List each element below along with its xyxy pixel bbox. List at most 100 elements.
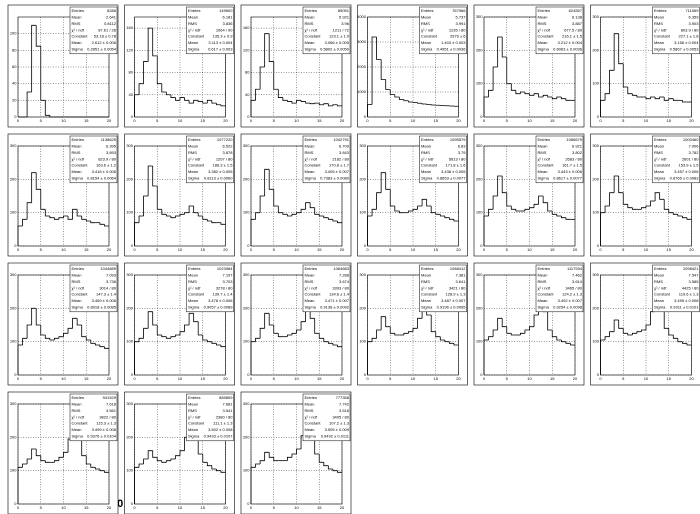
x-tick-label: 5 (156, 118, 159, 123)
y-tick-label: 100 (476, 81, 483, 86)
y-tick-label: 300 (592, 143, 599, 148)
histogram-bin (17, 344, 23, 375)
stats-value: 7.006 (688, 143, 699, 148)
stats-label: Sigma (654, 46, 666, 51)
stats-label: χ² / ndf (538, 156, 551, 161)
stats-label: χ² / ndf (538, 285, 551, 290)
histogram-bin (58, 456, 64, 461)
stats-label: Constant (305, 34, 322, 39)
stats-label: RMS (305, 408, 314, 413)
stats-value: 5.737 (455, 14, 466, 19)
y-tick-label: 0 (480, 372, 483, 377)
histogram-bin (668, 209, 674, 214)
histogram-bin (318, 454, 324, 463)
stats-value: 6.181 (222, 14, 233, 19)
x-tick-label: 10 (61, 118, 66, 123)
stats-value: 624557 (569, 8, 583, 13)
histogram-bin (44, 209, 50, 217)
histogram-bin (81, 325, 87, 338)
stats-value: 2601 / 80 (682, 156, 699, 161)
y-tick-label: 200 (243, 176, 250, 181)
histogram-bin (600, 339, 606, 375)
stats-label: χ² / ndf (305, 156, 318, 161)
stats-label: Mean (188, 40, 198, 45)
stats-value: 0.8112 (104, 21, 117, 26)
stats-label: Constant (421, 163, 438, 168)
histogram-bin (600, 212, 606, 246)
stats-value: 1023984 (217, 266, 233, 271)
stats-value: 0.8653 ± 0.0077 (437, 175, 467, 180)
histogram-bin (143, 61, 149, 84)
histogram-bin (255, 88, 261, 101)
stats-label: RMS (188, 279, 197, 284)
histogram-bin (668, 328, 674, 336)
stats-label: Constant (421, 292, 438, 297)
y-tick-label: 0 (14, 114, 17, 119)
histogram-bin (492, 195, 498, 210)
stats-value: 2182 / 80 (332, 156, 349, 161)
stats-value: 3.79 (458, 150, 467, 155)
y-tick-label: 0 (364, 372, 367, 377)
stats-value: 3.836 (222, 21, 233, 26)
histogram-bin (556, 336, 562, 341)
stats-value: 107.2 ± 1.3 (329, 421, 350, 426)
stats-label: Mean (188, 169, 198, 174)
histogram-bin (367, 341, 373, 375)
stats-label: χ² / ndf (421, 285, 434, 290)
y-tick-label: 100 (359, 210, 366, 215)
stats-value: 1117934 (567, 266, 583, 271)
stats-box (69, 135, 118, 184)
histogram-bin (654, 192, 660, 201)
stats-label: RMS (72, 279, 81, 284)
histogram-bin (193, 99, 199, 104)
histogram-bin (250, 341, 256, 375)
stats-label: Sigma (421, 304, 433, 309)
x-tick-label: 15 (550, 376, 555, 381)
histogram-bin (631, 207, 637, 210)
y-tick-label: 0 (247, 372, 250, 377)
stats-value: 3.469 ± 0.006 (92, 298, 117, 303)
stats-value: 3.471 ± 0.007 (325, 298, 350, 303)
stats-value: 7.742 (339, 401, 350, 406)
x-tick-label: 0 (483, 118, 486, 123)
histogram-bin (627, 204, 633, 209)
histogram-bin (188, 100, 194, 104)
stats-label: RMS (305, 150, 314, 155)
histogram-bin (152, 450, 158, 458)
histogram-bin (291, 101, 297, 104)
histogram-bin (170, 458, 176, 461)
stats-value: 711069 (685, 8, 699, 13)
histogram-bin (376, 37, 382, 60)
y-tick-label: 200 (359, 305, 366, 310)
histogram-bin (332, 104, 338, 106)
stats-label: Mean (538, 143, 548, 148)
stats-value: 3.878 (222, 150, 233, 155)
histogram-bin (40, 46, 46, 101)
x-tick-label: 0 (133, 247, 136, 252)
stats-value: 111.1 ± 1.3 (213, 421, 233, 426)
histogram-bin (659, 96, 665, 99)
histogram-bin (179, 450, 185, 456)
stats-label: Mean (654, 169, 664, 174)
y-tick-label: 0 (14, 372, 17, 377)
x-tick-label: 5 (273, 505, 276, 510)
stats-value: 7.618 (106, 401, 117, 406)
y-tick-label: 200 (592, 47, 599, 52)
histogram-bin (259, 327, 265, 339)
histogram-bin (188, 205, 194, 213)
stats-value: 803.9 / 80 (681, 27, 700, 32)
y-tick-label: 20 (12, 97, 17, 102)
y-tick-label: 100 (10, 210, 17, 215)
histogram-bin (300, 208, 306, 213)
histogram-bin (631, 93, 637, 96)
y-tick-label: 40 (12, 81, 17, 86)
stats-label: Sigma (654, 175, 666, 180)
stats-box (535, 135, 584, 184)
histogram-bin (650, 200, 656, 206)
stats-label: RMS (72, 150, 81, 155)
stats-label: Sigma (188, 433, 200, 438)
histogram-bin (524, 208, 530, 211)
stats-value: 3.893 (106, 150, 117, 155)
stats-label: Constant (188, 34, 205, 39)
stats-value: 3.991 (455, 21, 466, 26)
